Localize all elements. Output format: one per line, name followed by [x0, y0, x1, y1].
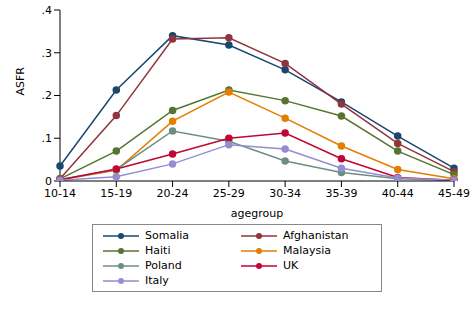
svg-text:0: 0	[45, 175, 52, 188]
svg-text:.2: .2	[42, 89, 53, 102]
svg-text:ASFR: ASFR	[14, 67, 27, 96]
html-text:Poland: Poland	[145, 259, 182, 272]
html-text:Afghanistan: Afghanistan	[283, 229, 349, 242]
svg-text:40-44: 40-44	[382, 187, 414, 200]
svg-text:45-49: 45-49	[438, 187, 466, 200]
svg-text:25-29: 25-29	[213, 187, 245, 200]
svg-text:.4: .4	[42, 4, 53, 17]
html-text:Malaysia: Malaysia	[283, 244, 332, 257]
svg-text:15-19: 15-19	[100, 187, 132, 200]
svg-text:.3: .3	[42, 47, 53, 60]
html-text:Somalia: Somalia	[145, 229, 189, 242]
svg-text:20-24: 20-24	[157, 187, 189, 200]
svg-text:agegroup: agegroup	[231, 207, 283, 220]
svg-text:10-14: 10-14	[44, 187, 76, 200]
html-text:Haiti: Haiti	[145, 244, 171, 257]
svg-text:.1: .1	[42, 132, 53, 145]
svg-text:35-39: 35-39	[325, 187, 357, 200]
svg-text:30-34: 30-34	[269, 187, 301, 200]
html-text:UK: UK	[283, 259, 299, 272]
html-text:Italy: Italy	[145, 274, 169, 287]
